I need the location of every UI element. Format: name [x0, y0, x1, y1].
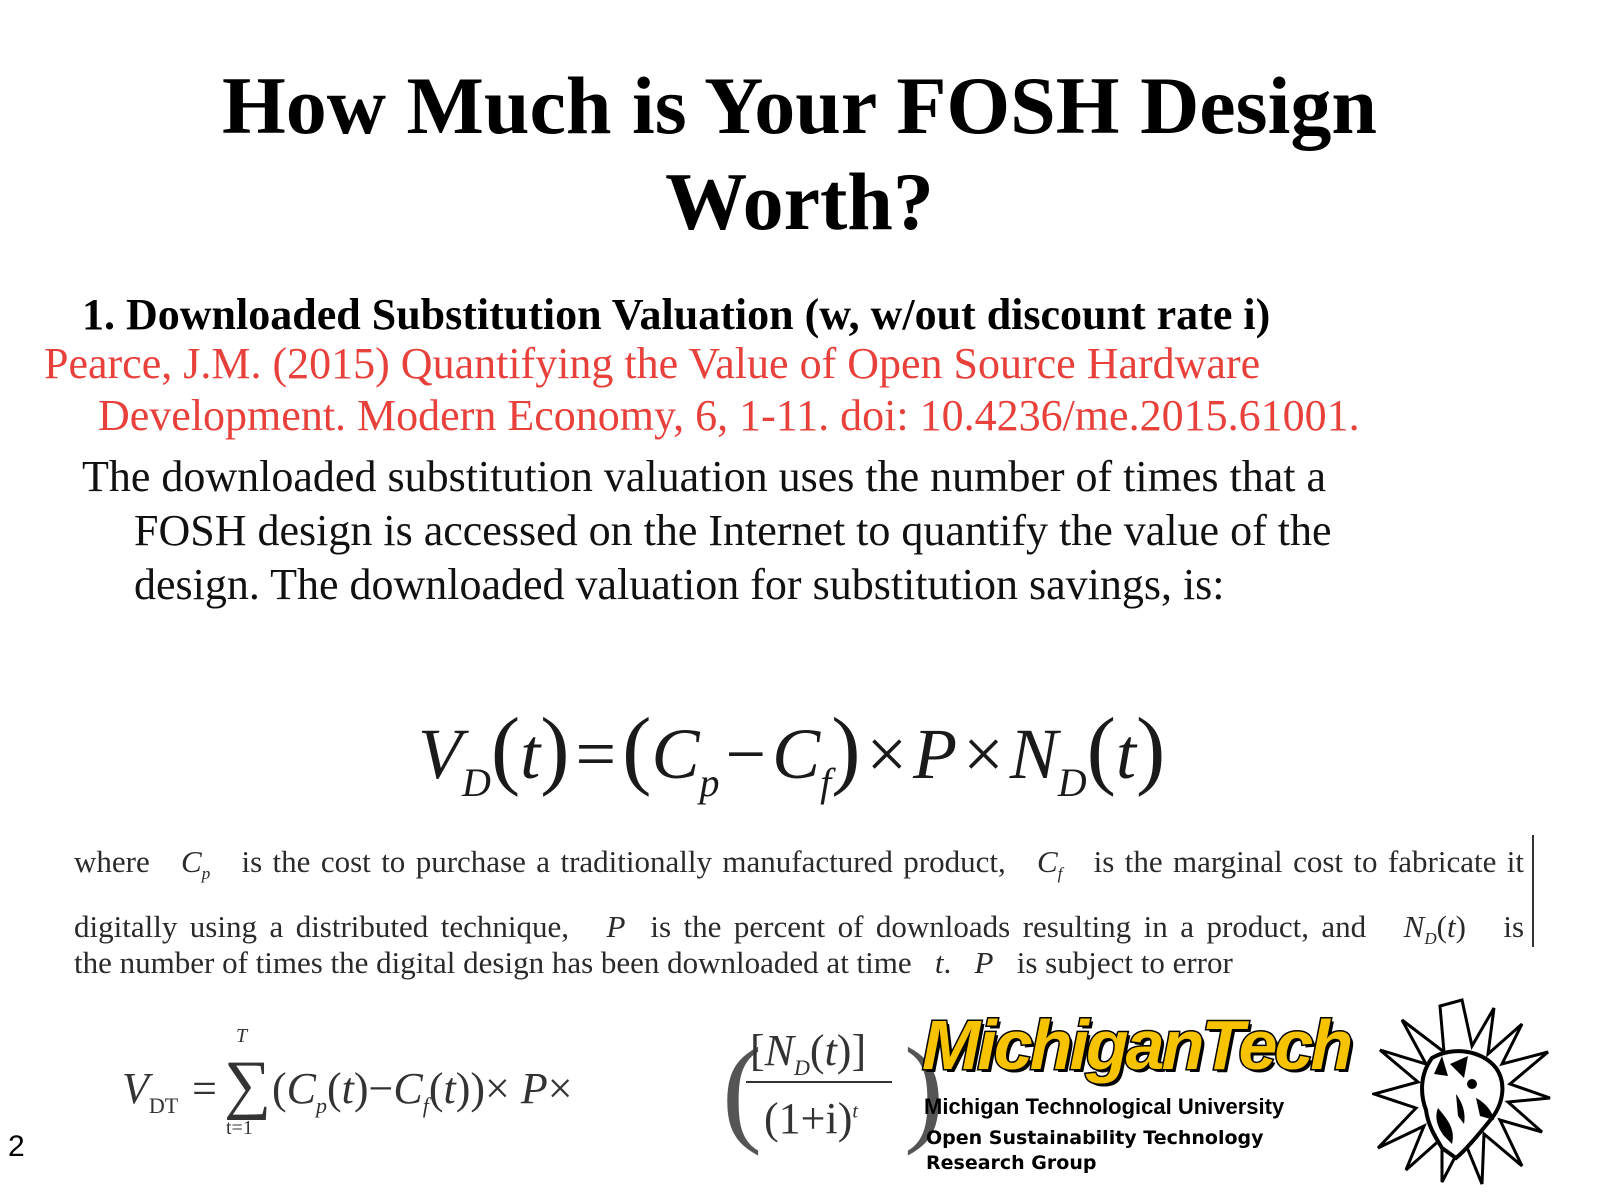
title-line-1: How Much is Your FOSH Design	[222, 60, 1377, 151]
eq2-cp-sub: p	[316, 1092, 328, 1118]
body-line-2: FOSH design is accessed on the Internet …	[134, 506, 1332, 555]
eq2-sum-symbol: ∑	[224, 1048, 272, 1121]
eq2-cf-sub: f	[422, 1092, 429, 1118]
eq2-fraction-line	[746, 1081, 892, 1083]
def-nd-t: t	[1446, 909, 1456, 945]
def-p: P	[606, 909, 626, 945]
eq1-t2: t	[1115, 714, 1136, 794]
eq1-v-sub: D	[461, 760, 491, 805]
eq1-n: N	[1009, 714, 1058, 794]
group-line-2: Research Group	[926, 1152, 1097, 1174]
def-text-4: is the percent of downloads resulting in…	[650, 909, 1367, 945]
eq2-cp: C	[286, 1064, 317, 1113]
eq1-cf-sub: f	[820, 760, 832, 805]
research-group-name: Open Sustainability Technology Research …	[926, 1126, 1264, 1176]
where-line-3: the number of times the digital design h…	[74, 945, 1233, 980]
page-number: 2	[8, 1130, 25, 1163]
def-t: t	[934, 945, 944, 980]
eq2-v: V	[122, 1064, 149, 1113]
eq2-sum-top: T	[236, 1025, 248, 1047]
eq2-lhs: VDT =	[122, 1064, 219, 1118]
michigan-tech-logo: MichiganTech	[920, 1005, 1354, 1086]
def-p2: P	[974, 945, 994, 980]
def-cf-sub: f	[1057, 864, 1063, 884]
eq2-cost-term: (Cp(t)−Cf(t))× P×	[272, 1064, 573, 1118]
eq1-cf: C	[772, 714, 821, 794]
where-word: where	[74, 844, 150, 879]
eq2-numerator: [ND(t)]	[750, 1026, 867, 1080]
eq2-t1: t	[341, 1064, 354, 1113]
body-line-3: design. The downloaded valuation for sub…	[134, 560, 1225, 609]
eq2-nd: N	[764, 1026, 795, 1075]
citation-line-2: Development. Modern Economy, 6, 1-11. do…	[98, 391, 1360, 440]
slide-title: How Much is Your FOSH Design Worth?	[0, 58, 1599, 250]
eq1-n-sub: D	[1057, 760, 1087, 805]
citation[interactable]: Pearce, J.M. (2015) Quantifying the Valu…	[44, 338, 1564, 442]
equation-download-valuation: VD(t)=(Cp−Cf)×P×ND(t)	[418, 701, 1166, 805]
eq1-p: P	[913, 714, 958, 794]
eq2-den-exp: t	[852, 1100, 858, 1123]
def-nd: N	[1403, 909, 1425, 945]
group-line-1: Open Sustainability Technology	[926, 1127, 1264, 1149]
eq1-v: V	[418, 714, 462, 794]
equation-discounted-valuation: VDT = T ∑ t=1 (Cp(t)−Cf(t))× P× ( [ND(t)…	[122, 1023, 944, 1156]
def-text-3: digitally using a distributed technique,	[74, 909, 570, 945]
def-cp-sub: p	[201, 864, 211, 884]
eq2-t3: t	[824, 1026, 837, 1075]
def-text-1: is the cost to purchase a traditionally …	[241, 844, 1006, 879]
eq2-sum-bottom: t=1	[226, 1117, 253, 1139]
eq1-cp: C	[651, 714, 700, 794]
def-text-7: is subject to error	[1016, 945, 1233, 980]
def-text-5: is	[1503, 909, 1525, 945]
eq2-t2: t	[443, 1064, 456, 1113]
eq2-p: P	[520, 1064, 548, 1113]
husky-mascot-icon	[1372, 998, 1551, 1185]
citation-line-1: Pearce, J.M. (2015) Quantifying the Valu…	[44, 339, 1261, 388]
body-line-1: The downloaded substitution valuation us…	[82, 452, 1326, 501]
eq2-nd-sub: D	[794, 1054, 810, 1080]
section-heading: 1. Downloaded Substitution Valuation (w,…	[82, 290, 1271, 339]
eq1-cp-sub: p	[699, 760, 720, 805]
def-cf: C	[1036, 844, 1058, 879]
def-cp: C	[181, 844, 202, 879]
def-nd-sub: D	[1424, 929, 1437, 949]
def-text-6: the number of times the digital design h…	[74, 945, 912, 980]
eq2-denominator: (1+i)t	[764, 1093, 858, 1144]
equation-definitions: where Cp is the cost to purchase a tradi…	[74, 835, 1534, 948]
eq2-cf: C	[393, 1064, 423, 1113]
eq2-left-paren: (	[722, 1023, 762, 1156]
title-line-2: Worth?	[665, 156, 934, 247]
eq2-den-text: (1+i)	[764, 1094, 853, 1143]
university-name: Michigan Technological University	[924, 1094, 1285, 1119]
eq1-t: t	[520, 714, 541, 794]
where-line-1: where Cp is the cost to purchase a tradi…	[74, 835, 1524, 900]
eq2-v-sub: DT	[148, 1092, 179, 1118]
def-text-2: is the marginal cost to fabricate it	[1093, 844, 1525, 879]
where-line-2: digitally using a distributed technique,…	[74, 909, 1525, 949]
eq2-right-paren: )	[904, 1023, 944, 1156]
body-paragraph: The downloaded substitution valuation us…	[82, 450, 1552, 612]
